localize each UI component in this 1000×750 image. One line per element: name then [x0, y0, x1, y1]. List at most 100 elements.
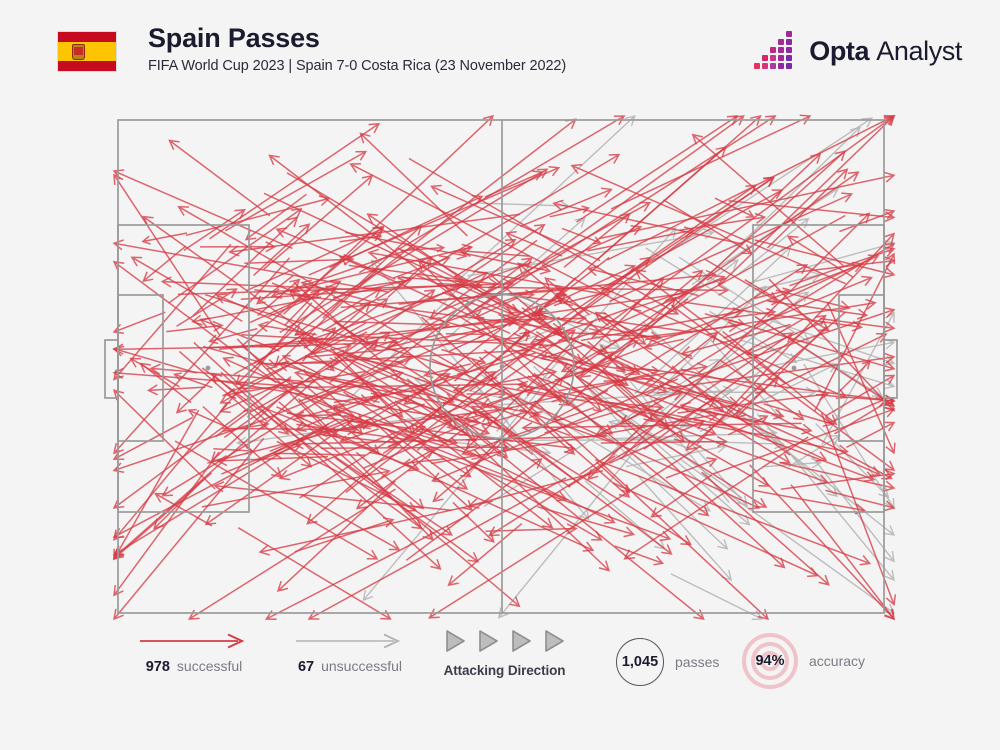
successful-pass-arrows	[112, 114, 897, 620]
legend-successful: 978 successful	[138, 630, 250, 675]
pass-arrow	[112, 243, 232, 381]
pass-arrow	[599, 171, 896, 240]
pass-arrow	[300, 493, 401, 551]
pass-arrow	[253, 223, 311, 276]
pass-arrow	[466, 390, 507, 399]
pass-arrow	[183, 208, 246, 252]
successful-count: 978	[145, 659, 170, 675]
triangle-right-icon-row	[443, 628, 566, 654]
pass-arrow	[304, 332, 525, 358]
pass-arrow	[846, 421, 896, 448]
pass-arrow	[222, 420, 270, 433]
opta-mark-square	[778, 55, 785, 61]
pass-arrow	[168, 139, 271, 217]
pass-arrow	[834, 396, 896, 435]
brand-name-bold: Opta	[809, 35, 870, 66]
pass-arrow	[820, 412, 897, 607]
pass-arrow	[241, 333, 359, 347]
pass-arrow	[263, 192, 521, 314]
pass-arrow	[540, 343, 586, 361]
pass-arrow	[334, 456, 480, 563]
pass-arrow	[600, 184, 757, 293]
pass-arrow	[153, 492, 213, 527]
pass-arrow	[281, 354, 321, 375]
attacking-direction-label: Attacking Direction	[443, 663, 566, 678]
brand-name-light: Analyst	[876, 35, 962, 66]
pass-arrow	[488, 455, 616, 537]
pass-arrow	[420, 316, 576, 455]
pass-arrow	[193, 341, 442, 570]
page-title: Spain Passes	[148, 23, 320, 53]
pass-arrow	[338, 255, 511, 335]
pass-arrow	[348, 264, 499, 289]
pass-arrow	[728, 319, 896, 372]
pass-arrow	[453, 238, 517, 278]
triangle-right-icon	[479, 630, 498, 652]
pass-arrow	[644, 150, 847, 333]
pass-arrow	[149, 363, 315, 384]
pass-arrow	[201, 367, 423, 530]
pass-arrow	[178, 350, 313, 468]
pass-arrow	[199, 241, 277, 253]
pass-arrow	[431, 358, 761, 510]
pass-arrow	[153, 479, 204, 530]
pass-arrow	[533, 365, 729, 550]
pass-arrow	[789, 246, 896, 287]
pass-arrow	[393, 341, 673, 555]
pass-arrow	[696, 232, 896, 445]
opta-mark-icon	[754, 31, 800, 69]
spain-flag-icon	[58, 32, 116, 71]
pass-arrow	[723, 275, 873, 339]
pass-arrow	[779, 332, 888, 387]
pass-arrow	[363, 277, 407, 288]
pass-arrow	[329, 194, 484, 269]
pass-arrow	[339, 428, 379, 444]
pass-arrow	[112, 416, 194, 461]
pass-arrow	[294, 298, 343, 337]
pass-arrow	[426, 395, 611, 572]
red-arrow-icon	[138, 630, 250, 652]
pass-arrow	[600, 436, 728, 448]
legend-unsuccessful: 67 unsuccessful	[294, 630, 406, 675]
legend-unsuccessful-label: 67 unsuccessful	[298, 658, 402, 675]
accuracy-value: 94%	[755, 653, 785, 669]
pass-arrow	[432, 433, 513, 503]
pass-arrow	[259, 405, 420, 472]
pass-arrow	[517, 146, 727, 330]
pass-arrow	[396, 360, 693, 546]
pass-arrow	[177, 206, 460, 369]
pass-arrow	[762, 457, 823, 469]
pass-arrow	[614, 384, 654, 423]
pass-arrow	[113, 409, 200, 561]
pass-arrow	[112, 239, 389, 293]
opta-mark-square	[754, 63, 761, 69]
pass-arrow	[142, 215, 322, 345]
flag-coat-of-arms	[71, 44, 85, 61]
pitch-markings	[104, 119, 898, 614]
pass-arrow	[271, 282, 311, 301]
pass-arrow	[228, 213, 521, 257]
pass-arrow	[441, 348, 487, 366]
opta-logo-text: Opta Analyst	[809, 35, 962, 66]
pass-arrow	[463, 373, 650, 423]
pass-arrow	[258, 500, 493, 556]
pass-arrow	[263, 174, 374, 270]
pass-arrow	[249, 279, 342, 324]
pass-map-chart	[104, 114, 898, 620]
pass-arrow	[223, 289, 436, 439]
pass-arrow	[610, 114, 812, 210]
pass-arrow	[752, 271, 822, 292]
stat-passes: 1,045 passes	[616, 638, 719, 686]
pass-arrow	[735, 325, 828, 419]
opta-mark-square	[770, 47, 777, 53]
pass-arrow	[725, 307, 777, 319]
pass-arrow	[366, 288, 689, 340]
pass-arrow	[146, 384, 206, 396]
pass-arrow	[365, 201, 652, 362]
unsuccessful-count: 67	[297, 659, 315, 675]
pass-arrow	[141, 232, 188, 245]
pass-arrow	[355, 373, 554, 529]
pass-arrow	[775, 289, 851, 312]
target-ring-inner	[760, 651, 780, 671]
